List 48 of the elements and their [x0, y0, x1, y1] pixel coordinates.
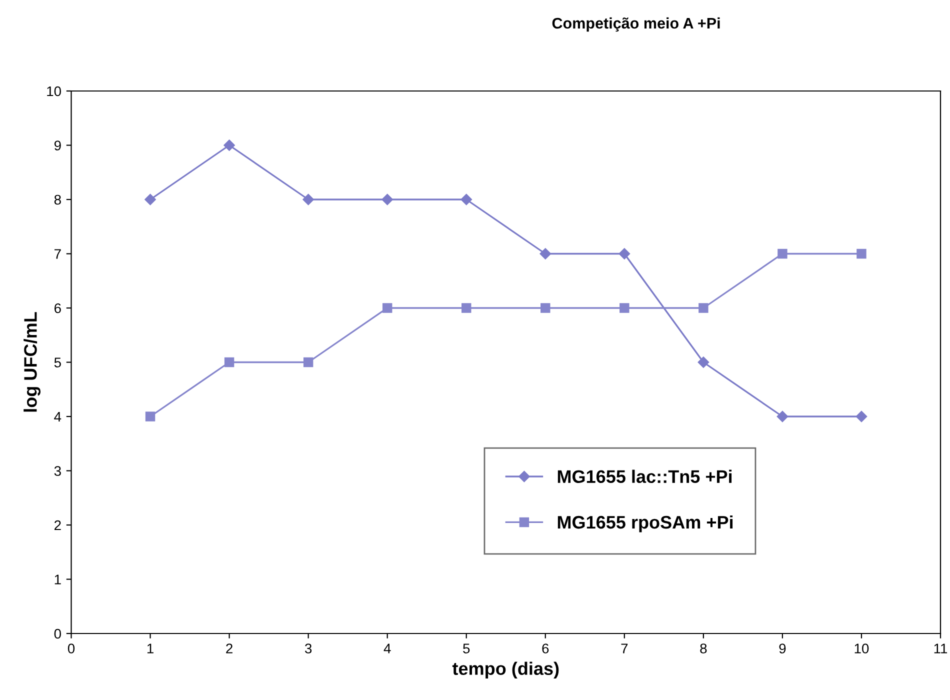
point: [620, 303, 630, 313]
y-tick-label: 9: [54, 140, 61, 150]
point: [776, 410, 788, 422]
y-tick-label: 6: [54, 303, 61, 314]
x-tick-label: 5: [463, 644, 470, 654]
point: [460, 194, 472, 206]
x-tick-label: 1: [147, 644, 154, 654]
point: [303, 357, 314, 368]
x-axis-title: tempo (dias): [452, 662, 559, 679]
point: [778, 248, 788, 259]
x-tick-label: 0: [68, 644, 75, 654]
point: [618, 248, 630, 260]
point: [856, 248, 866, 259]
y-tick-label: 2: [54, 520, 61, 530]
point: [302, 194, 314, 206]
x-tick-label: 4: [384, 644, 391, 654]
x-tick-label: 6: [542, 644, 549, 654]
y-tick-label: 10: [47, 86, 61, 96]
point: [462, 303, 472, 313]
point: [856, 410, 868, 422]
point: [224, 357, 234, 368]
point: [224, 140, 235, 151]
point: [698, 356, 710, 368]
y-tick-label: 5: [54, 358, 61, 368]
x-tick-label: 7: [621, 644, 628, 654]
point: [540, 248, 551, 260]
point: [698, 303, 708, 313]
x-tick-label: 8: [700, 644, 707, 654]
point: [145, 412, 156, 422]
chart-title: Competição meio A +Pi: [552, 17, 720, 32]
legend-label: MG1655 rpoSAm +Pi: [558, 515, 733, 532]
point: [540, 303, 550, 313]
y-axis-title: log UFC/mL: [24, 312, 41, 412]
y-tick-label: 3: [54, 466, 61, 476]
y-tick-label: 0: [54, 628, 61, 639]
x-tick-label: 3: [304, 644, 312, 654]
x-tick-label: 10: [854, 644, 869, 654]
y-tick-label: 1: [54, 574, 61, 584]
point: [144, 194, 156, 206]
legend-label: MG1655 lac::Tn5 +Pi: [558, 470, 732, 483]
point: [382, 194, 393, 206]
x-tick-label: 11: [934, 644, 948, 654]
y-tick-label: 8: [54, 194, 61, 205]
y-tick-label: 7: [54, 249, 61, 259]
x-tick-label: 2: [226, 644, 232, 654]
point: [382, 303, 392, 313]
y-tick-label: 4: [54, 412, 62, 422]
x-tick-label: 9: [779, 644, 786, 654]
